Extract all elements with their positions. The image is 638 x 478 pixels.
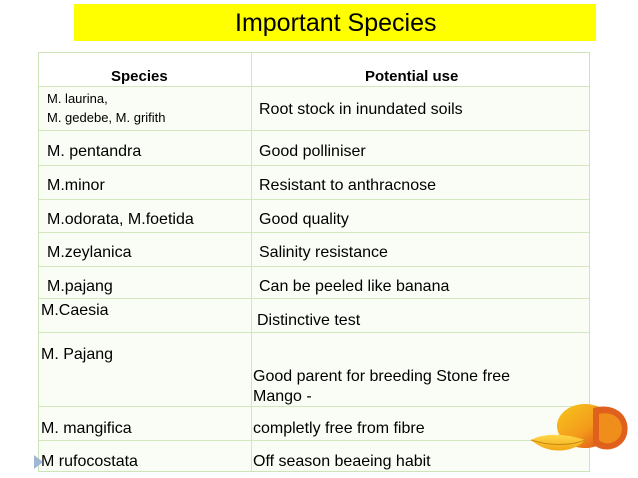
species-cell: M.minor	[47, 177, 105, 194]
table-row: M. laurina, M. gedebe, M. grifith Root s…	[39, 87, 589, 131]
title-banner: Important Species	[74, 4, 596, 41]
table-row: M. pentandra Good polliniser	[39, 131, 589, 166]
page-title: Important Species	[235, 9, 437, 37]
species-cell: M.pajang	[47, 278, 113, 295]
species-cell: M.zeylanica	[47, 244, 132, 261]
use-cell: Distinctive test	[257, 312, 361, 329]
use-cell: Good quality	[259, 211, 349, 228]
use-cell: Can be peeled like banana	[259, 278, 450, 295]
species-cell: M.odorata, M.foetida	[47, 211, 194, 228]
species-cell: M. pentandra	[47, 143, 142, 160]
use-cell: Salinity resistance	[259, 244, 388, 261]
mango-image	[530, 404, 628, 451]
table-row: M.minor Resistant to anthracnose	[39, 166, 589, 200]
use-cell: Off season beaeing habit	[253, 453, 431, 470]
bullet-arrow-icon	[34, 455, 43, 469]
species-cell: M. mangifica	[41, 420, 132, 437]
species-cell: M rufocostata	[41, 453, 138, 470]
species-cell: M. laurina,	[47, 91, 108, 106]
species-cell: M. gedebe, M. grifith	[47, 110, 166, 125]
header-potential-use: Potential use	[365, 68, 459, 85]
table-row: M.Caesia Distinctive test	[39, 299, 589, 333]
table-row: M rufocostata Off season beaeing habit	[39, 441, 589, 471]
use-cell: completly free from fibre	[253, 420, 425, 437]
table-row: M.pajang Can be peeled like banana	[39, 267, 589, 299]
table-header: Species Potential use	[39, 53, 589, 87]
species-cell: M.Caesia	[41, 302, 109, 319]
species-cell: M. Pajang	[41, 346, 114, 363]
table-row: M.odorata, M.foetida Good quality	[39, 200, 589, 233]
use-cell: Mango -	[253, 388, 312, 405]
use-cell: Resistant to anthracnose	[259, 177, 436, 194]
use-cell: Root stock in inundated soils	[259, 101, 463, 118]
table-row: M. Pajang Good parent for breeding Stone…	[39, 333, 589, 407]
species-table: Species Potential use M. laurina, M. ged…	[38, 52, 590, 472]
use-cell: Good polliniser	[259, 143, 366, 160]
header-species: Species	[111, 68, 168, 85]
table-row: M. mangifica completly free from fibre	[39, 407, 589, 441]
use-cell: Good parent for breeding Stone free	[253, 368, 511, 385]
table-row: M.zeylanica Salinity resistance	[39, 233, 589, 267]
